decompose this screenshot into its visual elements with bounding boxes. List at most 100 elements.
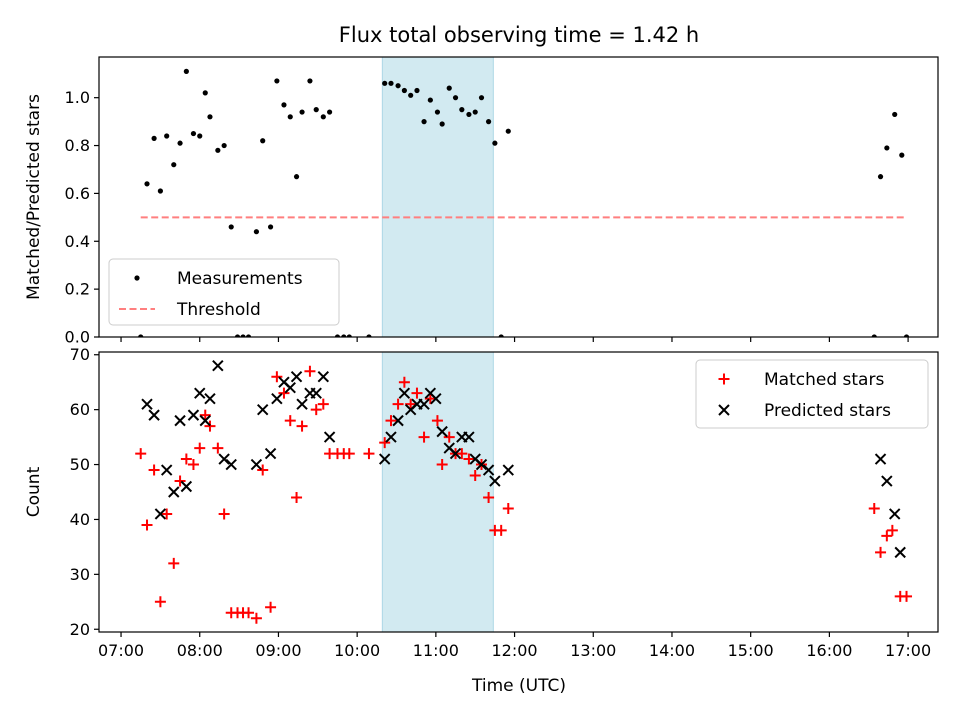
- predicted-star-point: [323, 431, 336, 443]
- measurement-point: [164, 133, 170, 139]
- predicted-star-point: [225, 458, 237, 471]
- matched-star-point: [463, 453, 475, 465]
- series-predicted-stars: [141, 360, 906, 559]
- predicted-star-point: [264, 447, 277, 460]
- measurement-point: [478, 95, 485, 101]
- measurement-point: [446, 85, 452, 91]
- matched-star-point: [141, 519, 153, 531]
- y-tick-label: 0.0: [65, 328, 90, 347]
- predicted-star-point: [250, 458, 263, 471]
- measurement-point: [434, 109, 441, 115]
- measurement-point: [293, 174, 300, 180]
- matched-star-point: [886, 524, 898, 536]
- predicted-star-point: [284, 381, 296, 394]
- legend-label: Matched stars: [764, 370, 884, 390]
- predicted-star-point: [430, 392, 442, 405]
- predicted-star-point: [154, 508, 167, 520]
- matched-star-point: [135, 448, 147, 460]
- matched-star-point: [363, 448, 375, 460]
- measurement-point: [221, 142, 227, 149]
- matched-star-point: [278, 387, 290, 399]
- ratio-plot-area: [138, 68, 910, 337]
- y-tick-label: 0.6: [65, 184, 90, 203]
- measurement-point: [287, 114, 293, 120]
- chart-title: Flux total observing time = 1.42 h: [339, 23, 699, 47]
- measurement-point: [313, 107, 319, 113]
- legend-box: [108, 258, 340, 326]
- matched-star-point: [310, 404, 322, 416]
- measurement-point: [253, 229, 260, 235]
- measurement-point: [207, 114, 213, 120]
- x-tick-label: 13:00: [570, 641, 616, 660]
- matched-star-point: [405, 398, 417, 410]
- matched-star-point: [265, 601, 277, 613]
- legend-label: Threshold: [176, 300, 261, 320]
- predicted-star-point: [378, 453, 391, 465]
- measurement-point: [144, 181, 150, 187]
- matched-star-point: [257, 464, 269, 476]
- measurement-point: [320, 114, 326, 120]
- predicted-star-point: [194, 387, 206, 399]
- matched-star-point: [431, 415, 443, 427]
- predicted-star-point: [482, 464, 495, 476]
- measurement-point: [505, 128, 511, 134]
- y-tick-label: 70: [70, 345, 90, 364]
- predicted-star-point: [168, 486, 180, 498]
- matched-star-point: [304, 365, 316, 377]
- legend-matched-handle: [718, 373, 730, 385]
- matched-star-point: [424, 393, 436, 405]
- predicted-star-point: [392, 414, 404, 427]
- measurement-point: [341, 334, 347, 337]
- measurement-point: [234, 334, 241, 337]
- matched-star-point: [502, 502, 514, 514]
- measurement-point: [177, 140, 183, 146]
- measurement-point: [346, 334, 352, 337]
- predicted-star-point: [475, 458, 488, 471]
- predicted-star-point: [187, 409, 200, 421]
- matched-star-point: [243, 607, 255, 619]
- matched-star-point: [212, 442, 224, 454]
- legend-predicted-handle: [718, 404, 730, 416]
- measurement-point: [899, 152, 905, 158]
- matched-star-point: [168, 557, 180, 569]
- matched-star-point: [901, 590, 913, 602]
- predicted-star-point: [881, 475, 893, 487]
- matched-star-point: [343, 448, 355, 460]
- measurement-point: [228, 224, 234, 230]
- measurement-point: [414, 87, 420, 94]
- counts-plot-area: [135, 360, 913, 624]
- y-tick-label: 40: [70, 510, 90, 529]
- predicted-star-point: [418, 398, 430, 410]
- shaded-span: [381, 351, 494, 633]
- predicted-star-point: [449, 447, 462, 460]
- predicted-star-point: [296, 398, 308, 410]
- matched-star-point: [398, 376, 410, 388]
- measurement-point: [299, 109, 305, 115]
- measurement-point: [439, 121, 445, 127]
- matched-star-point: [317, 398, 329, 410]
- legend-label: Predicted stars: [764, 401, 891, 421]
- predicted-star-point: [218, 453, 230, 465]
- measurement-point: [452, 95, 459, 101]
- matched-star-point: [436, 459, 448, 471]
- matched-star-point: [199, 409, 211, 421]
- measurement-point: [240, 334, 246, 337]
- predicted-star-point: [502, 464, 514, 476]
- legend: Matched stars Predicted stars: [695, 359, 929, 429]
- measurement-point: [327, 109, 333, 115]
- measurement-point: [401, 87, 407, 94]
- matched-star-point: [194, 442, 206, 454]
- matched-star-point: [174, 475, 186, 487]
- axes-frame: [98, 56, 939, 338]
- matched-star-point: [495, 524, 507, 536]
- series-matched-stars: [135, 365, 913, 624]
- predicted-star-point: [271, 392, 283, 405]
- measurement-point: [334, 334, 341, 337]
- y-tick-label: 0.2: [65, 280, 90, 299]
- matched-star-point: [875, 546, 887, 558]
- matched-star-point: [154, 596, 166, 608]
- x-tick-label: 10:00: [334, 641, 380, 660]
- measurement-point: [138, 334, 144, 337]
- matched-star-point: [418, 431, 430, 443]
